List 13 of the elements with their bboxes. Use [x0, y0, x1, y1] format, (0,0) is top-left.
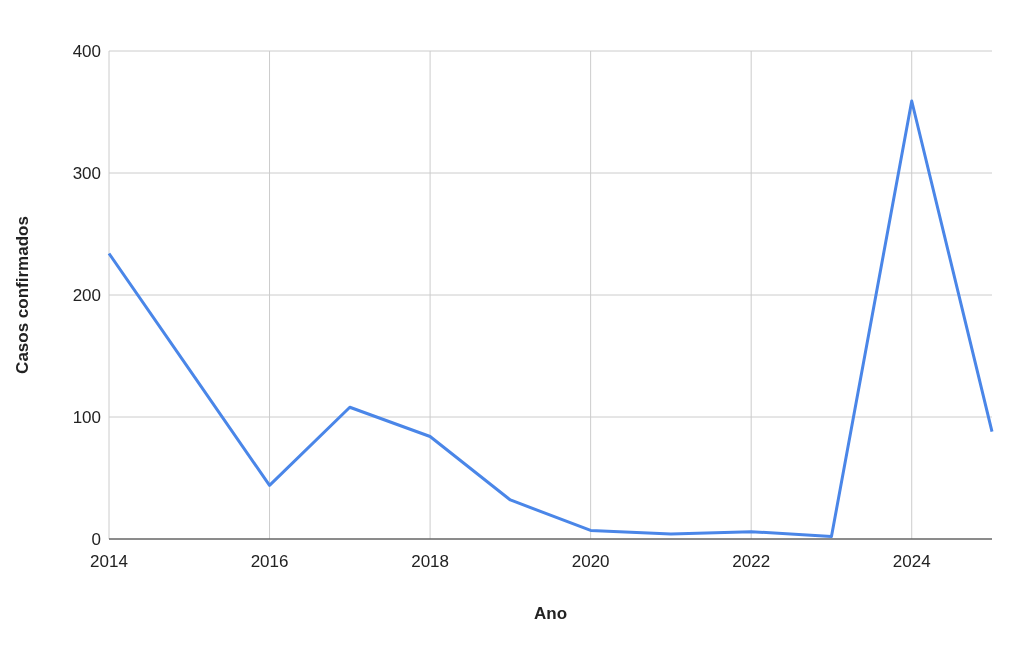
x-tick-label: 2022	[732, 552, 771, 571]
y-tick-label: 0	[91, 529, 101, 549]
x-tick-label: 2024	[892, 552, 931, 571]
x-tick-label: 2020	[571, 552, 610, 571]
x-tick-label: 2014	[90, 552, 128, 571]
x-axis-title: Ano	[533, 604, 568, 623]
y-tick-label: 300	[72, 163, 101, 183]
y-tick-label: 100	[72, 407, 101, 427]
x-tick-label: 2016	[250, 552, 289, 571]
y-tick-label: 200	[72, 285, 101, 305]
y-tick-label: 400	[72, 41, 101, 61]
x-tick-label: 2018	[411, 552, 449, 571]
y-axis-title: Casos confirmados	[13, 216, 32, 374]
